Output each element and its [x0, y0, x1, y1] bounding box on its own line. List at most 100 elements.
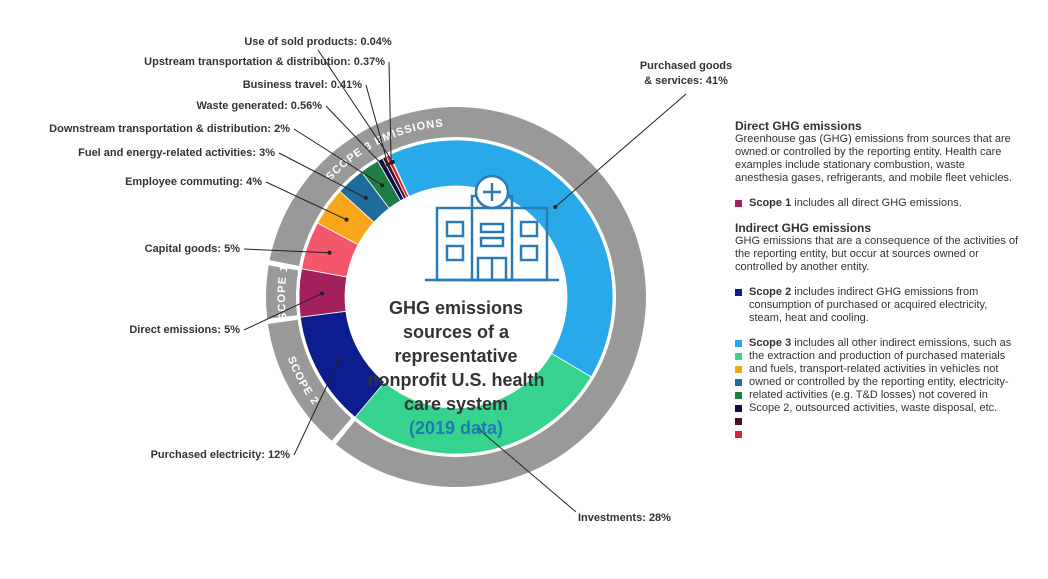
slice-value: 4% [246, 176, 262, 188]
separator: : [699, 75, 706, 87]
heading: Indirect GHG emissions [735, 221, 872, 235]
legend-item: Scope 3 includes all other indirect emis… [735, 337, 1020, 438]
leader-dot [380, 183, 385, 188]
leader-dot [385, 162, 390, 167]
slice-value: 0.37% [354, 56, 385, 68]
title: GHG emissions sources of a representativ… [367, 298, 545, 414]
swatch [735, 289, 742, 296]
slice-value: 41% [706, 75, 728, 87]
slice-name: Employee commuting [125, 176, 239, 188]
leader-line [243, 293, 323, 331]
slice-name: Downstream transportation & distribution [49, 123, 267, 135]
leader-line [265, 181, 347, 221]
scope-label-path: SCOPE 1 [276, 264, 290, 321]
slice-value: 0.56% [291, 100, 322, 112]
swatch [735, 392, 742, 399]
slice-label: Upstream transportation & distribution: … [144, 56, 385, 68]
slice-label: Waste generated: 0.56% [196, 100, 322, 112]
slice-value: 3% [259, 147, 275, 159]
scope-label: SCOPE 1 [276, 264, 291, 321]
heading: Direct GHG emissions [735, 119, 862, 133]
swatches [735, 337, 742, 438]
leader-dot [553, 204, 558, 209]
separator: : [217, 243, 224, 255]
slice-value: 5% [224, 324, 240, 336]
swatch [735, 353, 742, 360]
slice-label: Use of sold products: 0.04% [244, 36, 392, 48]
slice-label: Downstream transportation & distribution… [49, 123, 290, 135]
leader-line [293, 361, 339, 456]
swatch [735, 405, 742, 412]
separator: : [239, 176, 246, 188]
leader-dot [476, 427, 481, 432]
paragraph: Greenhouse gas (GHG) emissions from sour… [735, 133, 1012, 184]
leader-dot [363, 195, 368, 200]
slice-name: Capital goods [145, 243, 218, 255]
slice-label: Business travel: 0.41% [243, 79, 362, 91]
leader-line [278, 152, 366, 199]
paragraph: GHG emissions that are a consequence of … [735, 235, 1019, 273]
leader-line [325, 105, 385, 167]
scope-name: Scope 1 [749, 197, 792, 209]
slice-value: 0.41% [331, 79, 362, 91]
scope-text: includes indirect GHG emissions from con… [749, 286, 988, 324]
swatch [735, 379, 742, 386]
slice-value: 5% [224, 243, 240, 255]
separator: : [354, 36, 361, 48]
scope-text: includes all direct GHG emissions. [794, 197, 962, 209]
slice-label: Direct emissions: 5% [129, 324, 240, 336]
scope-name: Scope 2 [749, 286, 792, 298]
separator: : [252, 147, 259, 159]
slice-name: Investments [578, 512, 642, 524]
slice-name: & services [644, 75, 699, 87]
slice-label: Purchased goods & services: 41% [640, 60, 732, 87]
leader-line [365, 84, 389, 165]
leader-line [478, 428, 577, 513]
legend-item: Scope 2 includes indirect GHG emissions … [735, 286, 1020, 325]
slice-label: Purchased electricity: 12% [151, 449, 291, 461]
slice-value: 0.04% [360, 36, 391, 48]
scope-arc [265, 265, 299, 319]
leader-dot [327, 250, 332, 255]
scope-text: includes all other indirect emissions, s… [749, 337, 1012, 414]
slice-name: Business travel [243, 79, 324, 91]
slice-name: Waste generated [196, 100, 284, 112]
slice-label: Employee commuting: 4% [125, 176, 262, 188]
swatch [735, 340, 742, 347]
slice-name: Purchased electricity [151, 449, 263, 461]
hospital-icon [425, 174, 559, 282]
slice-name: Use of sold products [244, 36, 353, 48]
leader-dot [336, 359, 341, 364]
separator: : [261, 449, 268, 461]
slice-label: Investments: 28% [578, 512, 671, 524]
scope-arc [267, 319, 352, 441]
separator: : [324, 79, 331, 91]
separator: : [267, 123, 274, 135]
slice-name: Upstream transportation & distribution [144, 56, 347, 68]
leader-line [243, 248, 330, 254]
subtitle: (2019 data) [408, 418, 504, 438]
swatch [735, 200, 742, 207]
slice-value: 12% [268, 449, 290, 461]
scope-name: Scope 3 [749, 337, 792, 349]
separator: : [642, 512, 649, 524]
leader-line [554, 93, 687, 208]
slice-label: Fuel and energy-related activities: 3% [78, 147, 275, 159]
legend-panel: Direct GHG emissions Greenhouse gas (GHG… [735, 120, 1020, 450]
slice [354, 352, 592, 455]
slice-name: Direct emissions [129, 324, 217, 336]
slice-label: Capital goods: 5% [145, 243, 241, 255]
leader-dot [390, 160, 395, 165]
swatch [735, 366, 742, 373]
center-title: GHG emissions sources of a representativ… [356, 296, 556, 440]
leader-line [293, 128, 383, 186]
separator: : [347, 56, 354, 68]
leader-line [388, 61, 392, 163]
slice-value: 28% [649, 512, 671, 524]
slice-value: 2% [274, 123, 290, 135]
separator: : [284, 100, 291, 112]
legend-item: Scope 1 includes all direct GHG emission… [735, 197, 1020, 210]
leader-dot [344, 217, 349, 222]
